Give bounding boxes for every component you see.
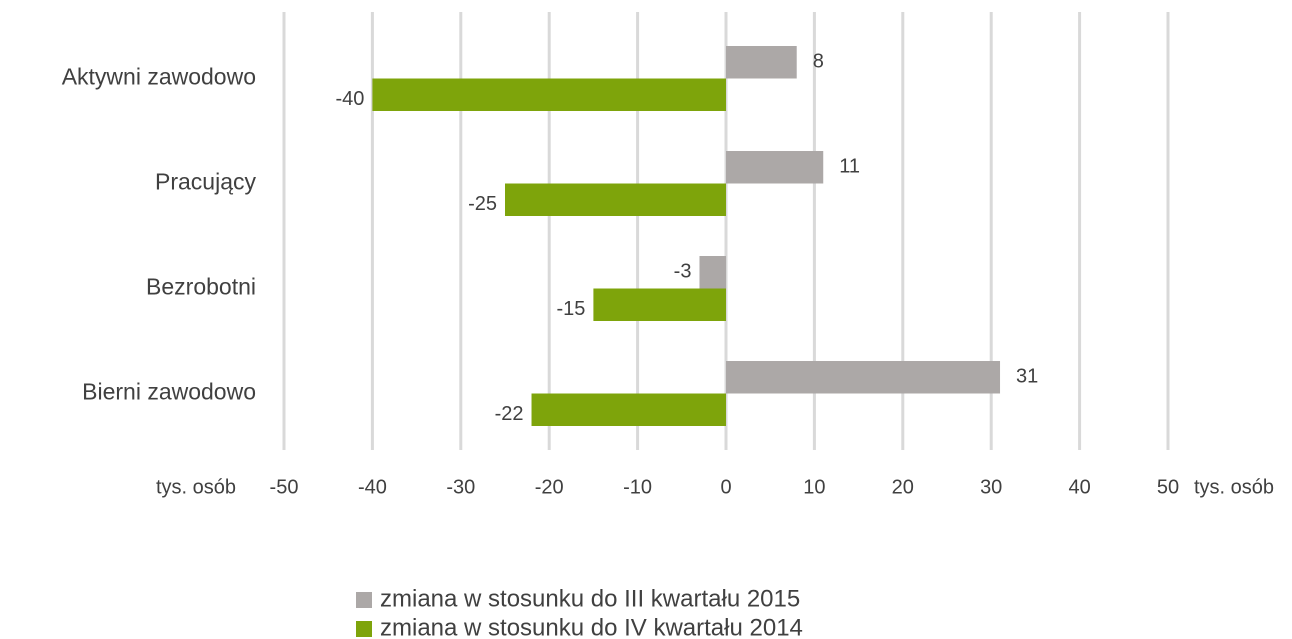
value-label: 11 [839, 156, 860, 178]
value-label: 31 [1016, 366, 1038, 388]
legend-label: zmiana w stosunku do III kwartału 2015 [380, 585, 800, 612]
value-label: -22 [495, 403, 524, 425]
category-label: Bezrobotni [146, 274, 256, 300]
category-label: Bierni zawodowo [82, 379, 256, 405]
category-label: Pracujący [155, 169, 256, 195]
legend-swatch [356, 592, 372, 608]
bar [699, 256, 726, 289]
legend-label: zmiana w stosunku do IV kwartału 2014 [380, 614, 803, 639]
legend-swatch [356, 621, 372, 637]
bar [531, 393, 726, 426]
value-label: -15 [556, 298, 585, 320]
x-tick-label: 20 [892, 476, 914, 498]
x-tick-label: -40 [358, 476, 387, 498]
value-label: -25 [468, 193, 497, 215]
x-tick-label: 50 [1157, 476, 1179, 498]
x-tick-label: 0 [720, 476, 731, 498]
x-tick-label: -20 [535, 476, 564, 498]
x-tick-label: 40 [1068, 476, 1090, 498]
value-label: -40 [335, 88, 364, 110]
x-tick-label: 10 [803, 476, 825, 498]
bar [726, 151, 824, 184]
x-axis-label-left: tys. osób [156, 476, 236, 498]
x-tick-label: -50 [270, 476, 299, 498]
category-label: Aktywni zawodowo [62, 64, 256, 90]
value-label: 8 [813, 51, 824, 73]
x-tick-label: -30 [446, 476, 475, 498]
bar [505, 183, 726, 216]
value-label: -3 [674, 261, 692, 283]
bar [726, 46, 797, 79]
bar [593, 288, 726, 321]
bar [726, 361, 1001, 394]
x-tick-label: 30 [980, 476, 1002, 498]
bar [372, 78, 726, 111]
x-tick-label: -10 [623, 476, 652, 498]
x-axis-label-right: tys. osób [1194, 476, 1274, 498]
